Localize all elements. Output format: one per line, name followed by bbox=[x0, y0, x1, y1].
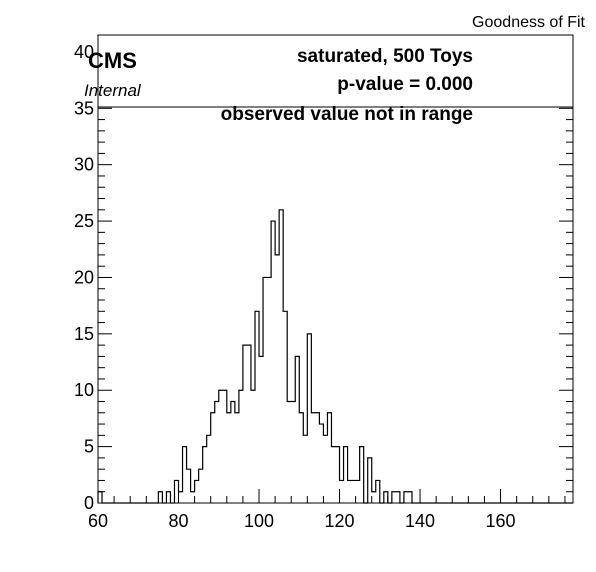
annotation-box bbox=[97, 34, 574, 108]
y-tick-label: 15 bbox=[74, 324, 94, 344]
x-tick-label: 140 bbox=[405, 511, 435, 531]
y-tick-label: 25 bbox=[74, 211, 94, 231]
stat-line-toys: saturated, 500 Toys bbox=[297, 46, 473, 67]
x-tick-label: 80 bbox=[168, 511, 188, 531]
cms-label: CMS bbox=[88, 48, 137, 73]
y-tick-label: 35 bbox=[74, 98, 94, 118]
histogram-step-line bbox=[97, 209, 573, 504]
x-tick-label: 100 bbox=[244, 511, 274, 531]
chart-title: Goodness of Fit bbox=[472, 14, 586, 31]
y-tick-label: 20 bbox=[74, 267, 94, 287]
x-tick-label: 160 bbox=[486, 511, 516, 531]
y-tick-label: 10 bbox=[74, 380, 94, 400]
y-tick-labels: 0 5 10 15 20 25 30 35 40 bbox=[74, 42, 94, 513]
stat-line-pvalue: p-value = 0.000 bbox=[337, 74, 473, 95]
x-tick-labels: 60 80 100 120 140 160 bbox=[88, 511, 516, 531]
warning-label: observed value not in range bbox=[221, 104, 473, 125]
internal-label: Internal bbox=[84, 81, 142, 100]
y-tick-label: 30 bbox=[74, 155, 94, 175]
y-tick-label: 5 bbox=[84, 437, 94, 457]
y-tick-label: 40 bbox=[74, 42, 94, 62]
x-tick-label: 120 bbox=[325, 511, 355, 531]
x-tick-label: 60 bbox=[88, 511, 108, 531]
y-tick-label: 0 bbox=[84, 493, 94, 513]
